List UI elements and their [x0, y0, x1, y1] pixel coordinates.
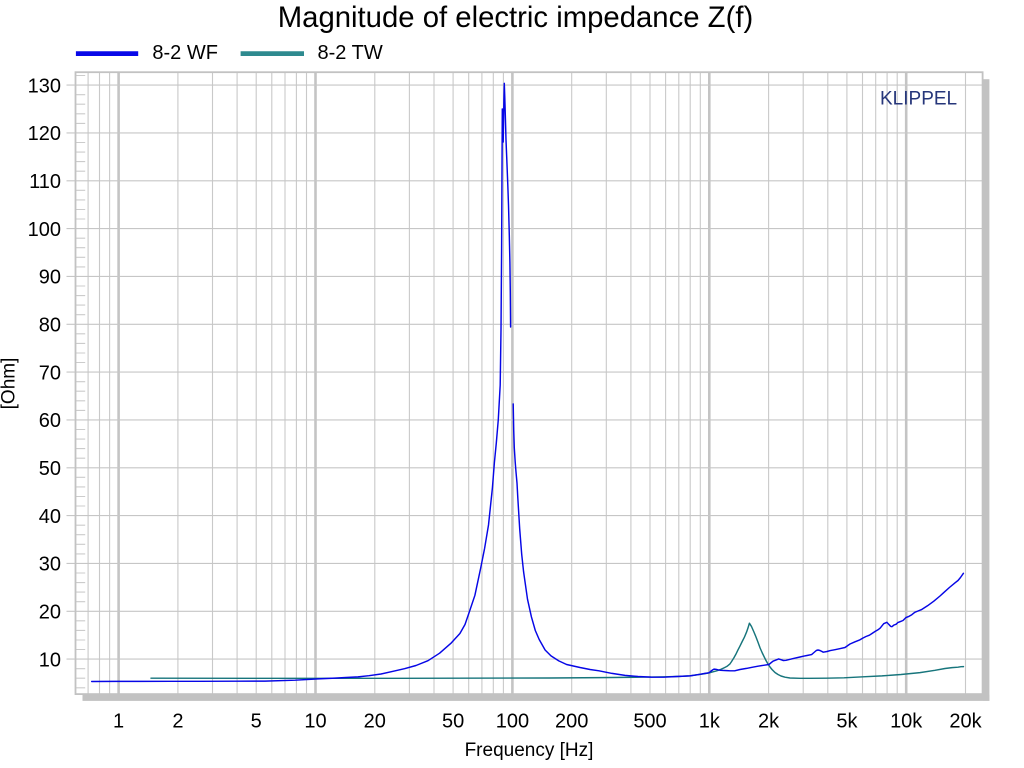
svg-text:10: 10: [304, 711, 326, 733]
svg-text:100: 100: [496, 711, 529, 733]
svg-text:5k: 5k: [836, 711, 858, 733]
svg-text:500: 500: [633, 711, 666, 733]
svg-text:70: 70: [39, 362, 61, 384]
svg-text:10k: 10k: [890, 711, 923, 733]
svg-text:Frequency [Hz]: Frequency [Hz]: [465, 740, 594, 761]
svg-text:8-2 WF: 8-2 WF: [152, 42, 218, 64]
svg-text:40: 40: [39, 506, 61, 528]
svg-text:60: 60: [39, 410, 61, 432]
svg-text:130: 130: [28, 75, 61, 97]
svg-text:2k: 2k: [758, 711, 780, 733]
svg-text:200: 200: [555, 711, 588, 733]
svg-text:100: 100: [28, 219, 61, 241]
svg-text:80: 80: [39, 315, 61, 337]
svg-text:5: 5: [251, 711, 262, 733]
svg-text:KLIPPEL: KLIPPEL: [880, 89, 957, 110]
svg-text:50: 50: [39, 458, 61, 480]
svg-text:[Ohm]: [Ohm]: [0, 358, 20, 410]
svg-text:50: 50: [442, 711, 464, 733]
svg-text:90: 90: [39, 267, 61, 289]
svg-text:20: 20: [364, 711, 386, 733]
svg-text:20: 20: [39, 602, 61, 624]
svg-text:2: 2: [172, 711, 183, 733]
svg-text:30: 30: [39, 554, 61, 576]
svg-text:1k: 1k: [699, 711, 721, 733]
svg-text:Magnitude of electric impedanc: Magnitude of electric impedance Z(f): [278, 1, 753, 34]
svg-text:110: 110: [29, 171, 61, 193]
svg-text:8-2 TW: 8-2 TW: [318, 42, 383, 64]
svg-text:120: 120: [28, 123, 61, 145]
svg-text:20k: 20k: [949, 711, 982, 733]
svg-text:1: 1: [113, 711, 124, 733]
svg-text:10: 10: [39, 649, 61, 671]
